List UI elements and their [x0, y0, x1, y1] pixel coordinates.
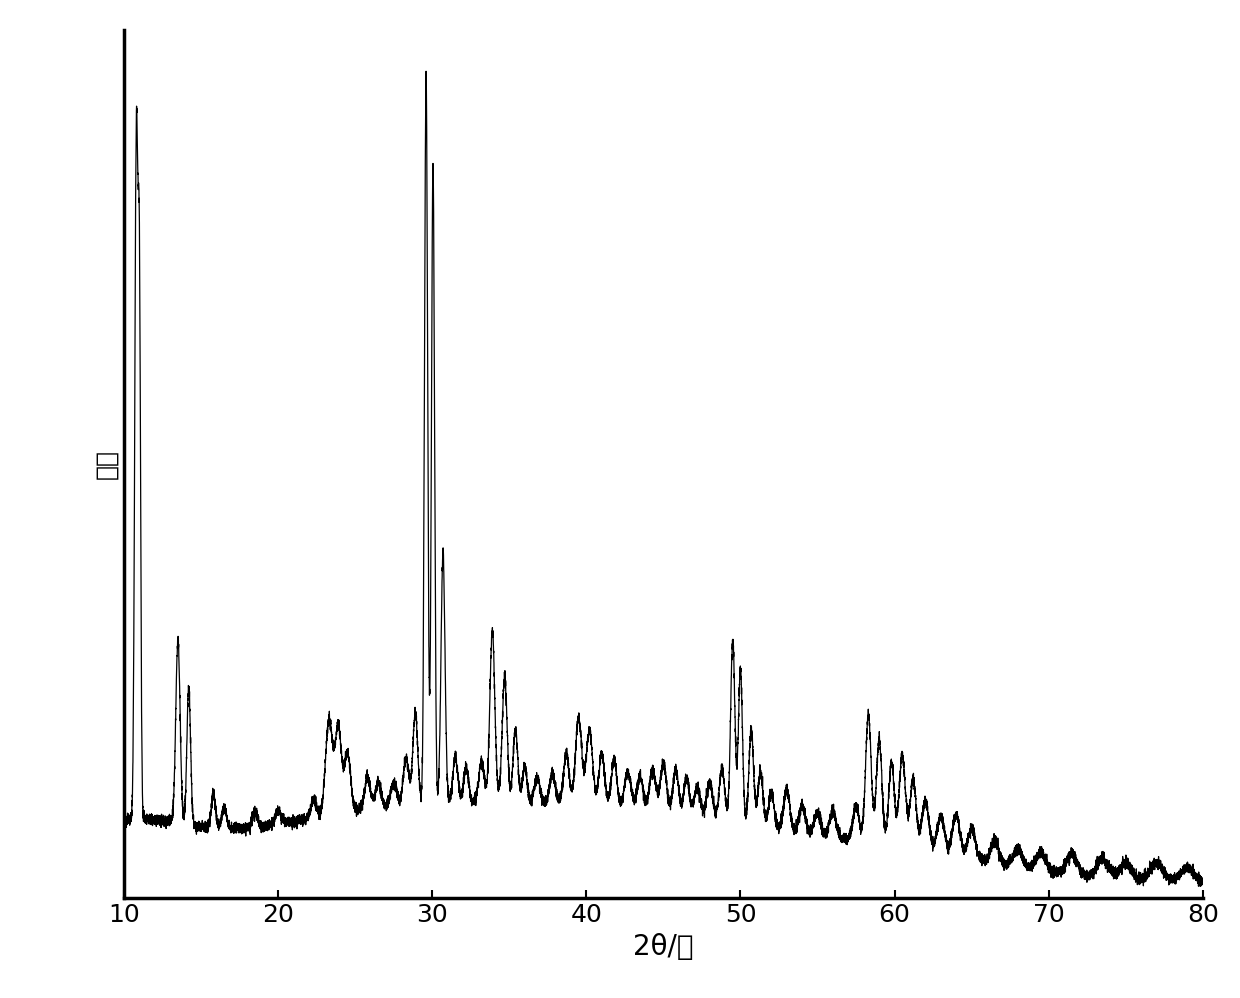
X-axis label: 2θ/度: 2θ/度	[634, 932, 693, 961]
Y-axis label: 强度: 强度	[94, 449, 119, 479]
